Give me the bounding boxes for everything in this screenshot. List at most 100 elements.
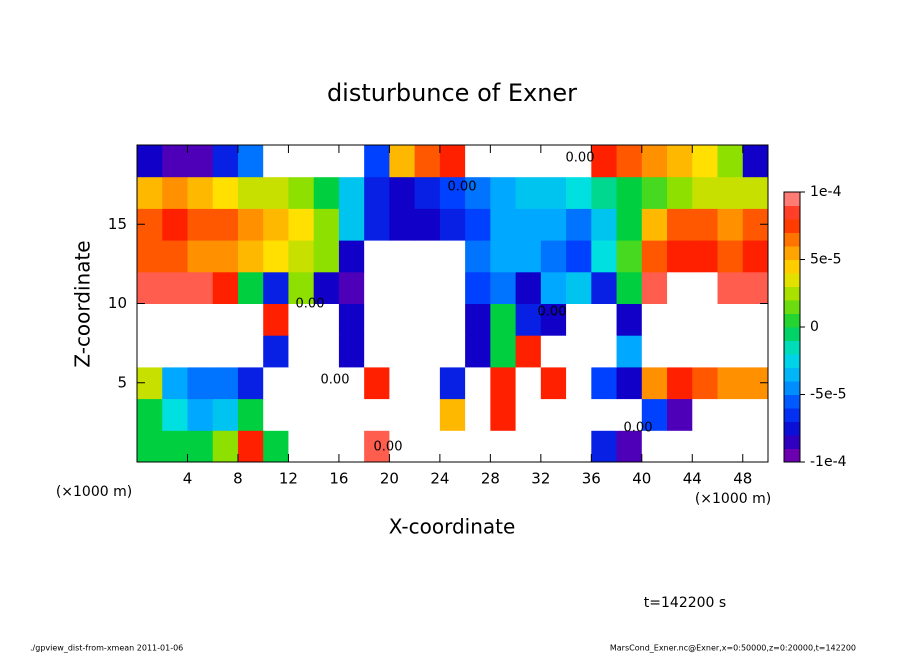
colorbar-band: [784, 313, 800, 328]
footer-right: MarsCond_Exner.nc@Exner,x=0:50000,z=0:20…: [610, 644, 856, 653]
heatmap-cell: [187, 240, 214, 273]
heatmap-cell: [288, 240, 315, 273]
heatmap-cell: [263, 176, 289, 209]
heatmap-cell: [338, 271, 365, 304]
heatmap-cell: [364, 430, 390, 463]
heatmap-cell: [288, 303, 315, 336]
heatmap-cell: [667, 145, 693, 178]
heatmap-cell: [465, 398, 491, 431]
heatmap-cell: [237, 398, 264, 431]
heatmap-cell: [591, 145, 618, 178]
heatmap-cell: [717, 240, 744, 273]
heatmap-cell: [616, 240, 643, 273]
heatmap-cell: [313, 303, 340, 336]
colorbar-band: [784, 192, 800, 206]
heatmap-cell: [162, 335, 188, 368]
heatmap-cell: [439, 430, 466, 463]
heatmap-cell: [566, 398, 592, 431]
heatmap-cell: [313, 398, 340, 431]
heatmap-cell: [515, 335, 542, 368]
heatmap-cell: [490, 240, 517, 273]
heatmap-cell: [313, 430, 340, 463]
heatmap-cell: [667, 240, 693, 273]
heatmap-cell: [667, 430, 693, 463]
heatmap-cell: [540, 335, 567, 368]
heatmap-cell: [162, 398, 188, 431]
heatmap-cell: [187, 271, 214, 304]
heatmap-cell: [717, 366, 744, 400]
heatmap-cell: [540, 176, 567, 209]
footer-left: ./gpview_dist-from-xmean 2011-01-06: [30, 644, 183, 653]
heatmap-cell: [187, 335, 214, 368]
heatmap-cell: [137, 430, 163, 463]
heatmap-cell: [338, 366, 365, 400]
colorbar-tick-label: 0: [810, 319, 819, 335]
heatmap-cell: [288, 430, 315, 463]
y-tick-label: 5: [117, 373, 127, 391]
heatmap-cell: [515, 208, 542, 241]
colorbar-band: [784, 421, 800, 436]
heatmap-cell: [641, 240, 668, 273]
heatmap-cell: [540, 240, 567, 273]
heatmap-cell: [465, 366, 491, 400]
heatmap-cell: [338, 335, 365, 368]
heatmap-cell: [338, 208, 365, 241]
heatmap-cell: [465, 240, 491, 273]
heatmap-cell: [641, 271, 668, 304]
heatmap-cell: [540, 430, 567, 463]
heatmap-cell: [692, 145, 719, 178]
heatmap-cell: [439, 303, 466, 336]
heatmap-cell: [742, 303, 769, 336]
heatmap-cell: [591, 430, 618, 463]
heatmap-cell: [490, 176, 517, 209]
colorbar-band: [784, 394, 800, 409]
colorbar-band: [784, 435, 800, 449]
contour-label: 0.00: [566, 151, 595, 166]
heatmap-cell: [717, 335, 744, 368]
heatmap-cell: [389, 335, 416, 368]
heatmap-cell: [667, 176, 693, 209]
heatmap-cell: [566, 303, 592, 336]
heatmap-cell: [566, 366, 592, 400]
heatmap-cell: [641, 398, 668, 431]
heatmap-cell: [490, 208, 517, 241]
colorbar-band: [784, 232, 800, 247]
heatmap-cell: [490, 145, 517, 178]
heatmap-cell: [137, 271, 163, 304]
heatmap-cell: [288, 335, 315, 368]
heatmap-cell: [540, 271, 567, 304]
heatmap-cell: [490, 398, 517, 431]
heatmap-cell: [566, 430, 592, 463]
x-tick-label: 12: [279, 470, 298, 488]
x-axis-label: X-coordinate: [389, 515, 516, 539]
heatmap-cell: [465, 335, 491, 368]
heatmap-cell: [313, 145, 340, 178]
colorbar-band: [784, 300, 800, 314]
heatmap-cell: [616, 271, 643, 304]
heatmap-cell: [237, 208, 264, 241]
heatmap-cell: [515, 271, 542, 304]
heatmap-cell: [515, 430, 542, 463]
heatmap-cell: [439, 366, 466, 400]
heatmap-cell: [137, 303, 163, 336]
heatmap-cell: [616, 335, 643, 368]
heatmap-cell: [717, 176, 744, 209]
heatmap-cell: [742, 430, 769, 463]
heatmap-cell: [414, 145, 441, 178]
x-unit-label: (×1000 m): [695, 491, 771, 507]
heatmap-cell: [667, 208, 693, 241]
heatmap-cell: [212, 145, 239, 178]
x-tick-label: 4: [183, 470, 193, 488]
heatmap-cell: [591, 176, 618, 209]
heatmap-cell: [616, 208, 643, 241]
heatmap-cell: [187, 208, 214, 241]
contour-label: 0.00: [538, 305, 567, 320]
heatmap-cell: [465, 430, 491, 463]
heatmap-cell: [591, 366, 618, 400]
heatmap-cell: [389, 176, 416, 209]
heatmap-cell: [364, 303, 390, 336]
heatmap-cell: [540, 366, 567, 400]
heatmap-cell: [212, 335, 239, 368]
heatmap-cell: [667, 398, 693, 431]
heatmap-cell: [591, 335, 618, 368]
